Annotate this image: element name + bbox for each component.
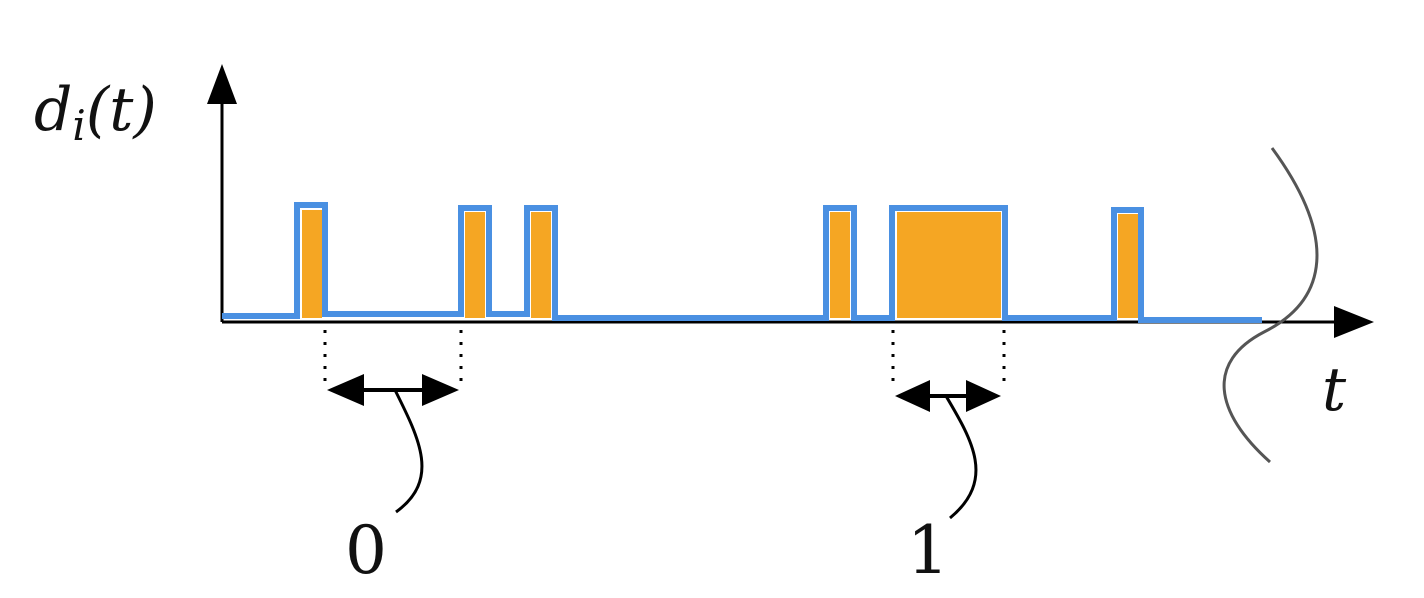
pulse-5-wide bbox=[897, 212, 1001, 318]
y-axis bbox=[207, 64, 237, 322]
interval-label-0: 0 bbox=[345, 512, 387, 589]
interval-long-indicator bbox=[891, 330, 1006, 520]
axis-break-mark bbox=[1222, 147, 1319, 464]
pulse-4 bbox=[830, 212, 850, 318]
interval-short-indicator bbox=[323, 330, 463, 514]
pulse-6 bbox=[1118, 214, 1138, 318]
y-axis-label: di(t) bbox=[34, 75, 157, 150]
signal-trace bbox=[222, 202, 1262, 323]
y-axis-arrowhead bbox=[207, 64, 237, 104]
x-axis-arrowhead bbox=[1334, 306, 1374, 338]
y-axis-label-subscript: i bbox=[72, 101, 85, 150]
y-axis-label-main: d bbox=[34, 75, 72, 145]
pulse-fills bbox=[302, 210, 1138, 318]
interval-label-1: 1 bbox=[907, 512, 949, 589]
x-axis-label: t bbox=[1322, 355, 1347, 425]
y-axis-label-argument: (t) bbox=[86, 75, 157, 145]
pulse-3 bbox=[531, 212, 551, 318]
pulse-1 bbox=[302, 210, 322, 318]
pulse-2 bbox=[465, 212, 485, 318]
